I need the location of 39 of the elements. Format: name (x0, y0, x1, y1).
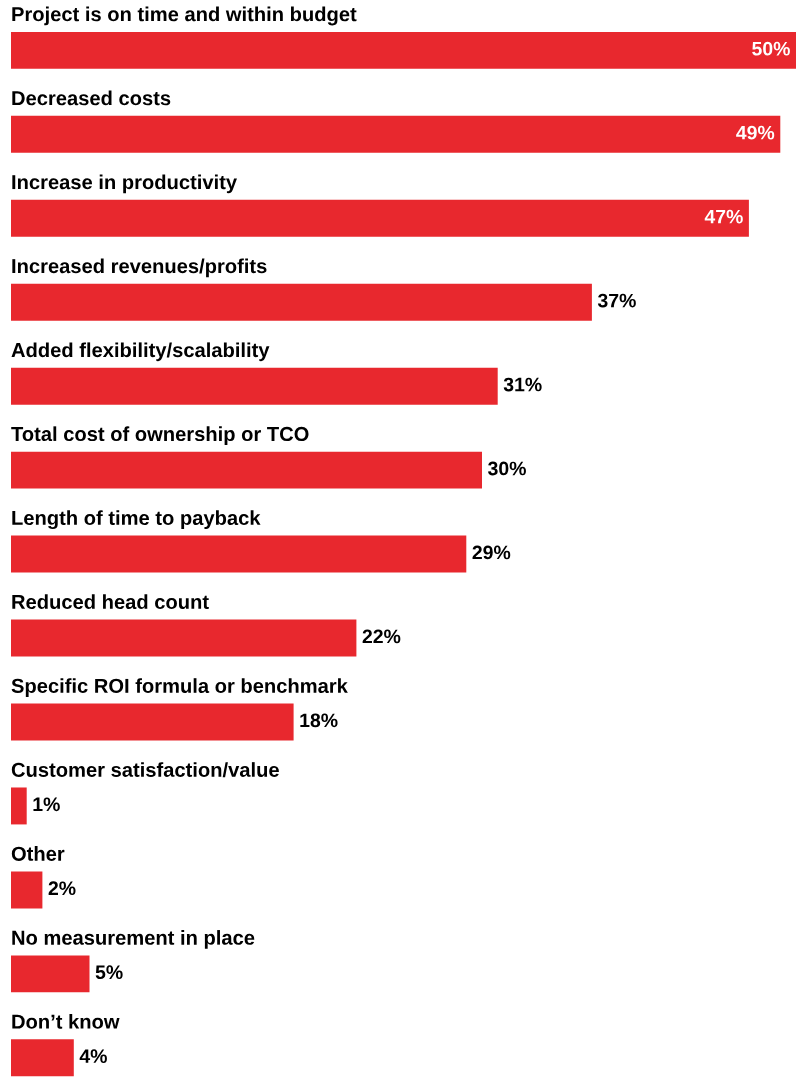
data-label: 37% (597, 293, 636, 308)
y-tick-label: Decreased costs (12, 90, 171, 106)
bar (11, 619, 357, 657)
y-tick-label: Increase in productivity (12, 174, 237, 194)
bar (11, 955, 90, 993)
data-label: 47% (704, 209, 743, 224)
y-tick-label: Customer satisfaction/value (11, 762, 279, 778)
data-label: 4% (79, 1049, 107, 1063)
bar (11, 199, 749, 237)
bar (11, 451, 482, 489)
bar (11, 1039, 74, 1077)
data-label: 49% (736, 125, 775, 140)
y-tick-label: Increased revenues/profits (12, 258, 267, 278)
y-tick-label: Length of time to payback (12, 510, 261, 530)
bar (11, 367, 498, 405)
y-tick-label: Reduced head count (12, 594, 209, 610)
y-tick-label: Specific ROI formula or benchmark (11, 678, 348, 697)
y-tick-label: Total cost of ownership or TCO (11, 426, 309, 446)
bar (11, 31, 796, 69)
y-tick-label: Other (11, 846, 65, 861)
data-label: 30% (488, 461, 526, 476)
bar (11, 115, 781, 153)
data-label: 31% (503, 377, 542, 392)
data-label: 50% (752, 41, 790, 56)
bar (11, 283, 592, 321)
data-label: 5% (95, 965, 123, 980)
data-label: 22% (362, 629, 401, 644)
data-label: 29% (472, 545, 511, 560)
y-tick-label: Don’t know (12, 1014, 120, 1029)
bar (11, 787, 27, 825)
data-label: 2% (48, 881, 76, 896)
y-tick-label: Project is on time and within budget (12, 6, 357, 26)
bar (11, 871, 43, 909)
bar (11, 535, 467, 573)
data-label: 18% (300, 713, 338, 728)
y-tick-label: No measurement in place (12, 930, 255, 949)
y-tick-label: Added flexibility/scalability (11, 342, 270, 362)
data-label: 1% (33, 797, 60, 812)
bar (11, 703, 294, 741)
